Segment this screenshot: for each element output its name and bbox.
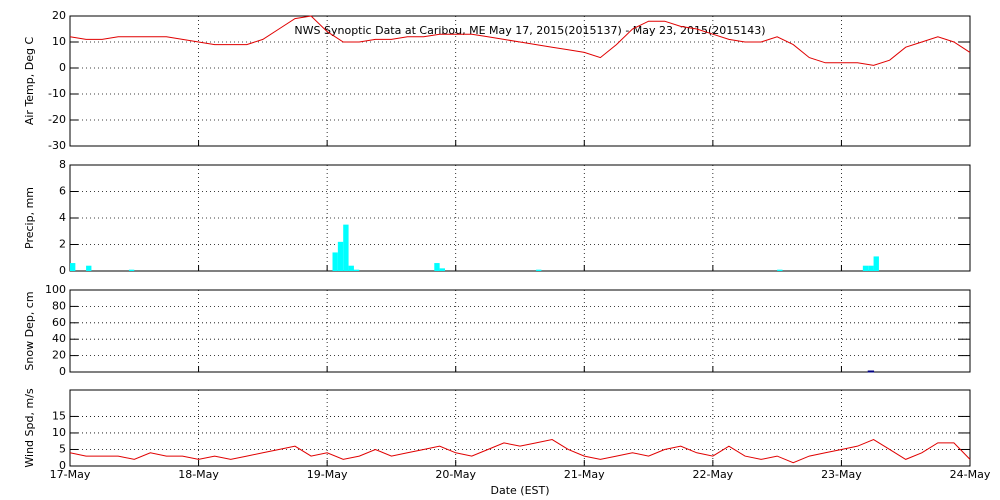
y-tick-label: -10 xyxy=(48,87,66,100)
y-tick-label: 20 xyxy=(52,349,66,362)
bar xyxy=(337,241,344,271)
y-tick-label: 5 xyxy=(59,442,66,455)
y-tick-label: 8 xyxy=(59,158,66,171)
bar xyxy=(348,265,354,271)
bar xyxy=(353,269,360,271)
plot-frame xyxy=(69,389,971,467)
y-tick-label: 20 xyxy=(52,9,66,22)
plot-frame xyxy=(69,164,971,272)
x-tick-label: 20-May xyxy=(435,468,476,481)
bar xyxy=(867,370,875,373)
y-tick-label: 10 xyxy=(52,35,66,48)
x-tick-label: 24-May xyxy=(950,468,991,481)
x-axis-label: Date (EST) xyxy=(490,484,549,497)
bar xyxy=(343,224,349,271)
y-tick-label: 60 xyxy=(52,316,66,329)
data-line xyxy=(69,15,971,66)
y-tick-label: -20 xyxy=(48,113,66,126)
x-tick-label: 17-May xyxy=(50,468,91,481)
y-tick-label: 0 xyxy=(59,61,66,74)
bar xyxy=(536,269,542,271)
bar xyxy=(86,265,92,271)
y-tick-label: -30 xyxy=(48,139,66,152)
y-tick-label: 15 xyxy=(52,409,66,422)
bar xyxy=(862,265,869,271)
y-axis-label: Precip, mm xyxy=(23,187,36,249)
x-tick-label: 23-May xyxy=(821,468,862,481)
plot-frame xyxy=(69,289,971,373)
bar xyxy=(439,268,445,271)
y-tick-label: 40 xyxy=(52,332,66,345)
y-axis-label: Wind Spd, m/s xyxy=(23,388,36,468)
bar xyxy=(70,263,76,271)
plot-frame xyxy=(69,15,971,147)
bar xyxy=(332,252,338,271)
y-axis-label: Air Temp, Deg C xyxy=(23,37,36,126)
y-tick-label: 0 xyxy=(59,365,66,378)
x-tick-label: 22-May xyxy=(692,468,733,481)
x-tick-label: 21-May xyxy=(564,468,605,481)
x-tick-label: 19-May xyxy=(307,468,348,481)
y-tick-label: 80 xyxy=(52,299,66,312)
y-tick-label: 100 xyxy=(45,283,66,296)
bar xyxy=(434,263,440,271)
bar xyxy=(777,269,783,271)
x-tick-label: 18-May xyxy=(178,468,219,481)
y-tick-label: 6 xyxy=(59,185,66,198)
y-tick-label: 2 xyxy=(59,238,66,251)
y-tick-label: 10 xyxy=(52,426,66,439)
bar xyxy=(873,256,879,271)
data-line xyxy=(69,439,971,464)
y-tick-label: 4 xyxy=(59,211,66,224)
y-tick-label: 0 xyxy=(59,459,66,472)
bar xyxy=(128,269,135,271)
chart-title: NWS Synoptic Data at Caribou, ME May 17,… xyxy=(294,24,765,37)
y-axis-label: Snow Dep, cm xyxy=(23,291,36,370)
bar xyxy=(868,265,874,271)
y-tick-label: 0 xyxy=(59,264,66,277)
